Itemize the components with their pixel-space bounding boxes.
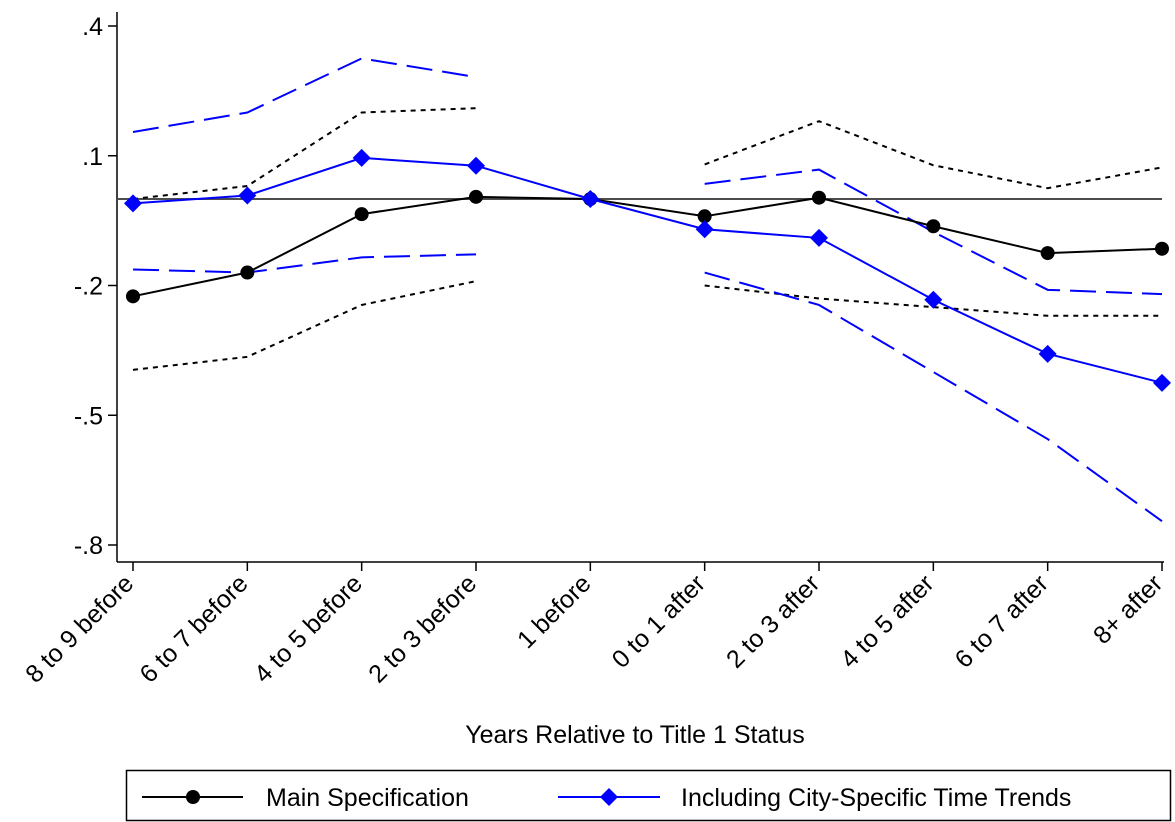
including-city-specific-time-trends-line	[132, 156, 1163, 384]
legend-item-main-specification: Main Specification	[142, 784, 469, 812]
legend: Main Specification Including City-Specif…	[125, 769, 1172, 822]
legend-label-main-specification: Main Specification	[266, 784, 469, 812]
y-tick-label: -.2	[74, 273, 103, 301]
main-specification-point	[240, 265, 255, 280]
including-city-specific-time-trends-ci-lower-line	[704, 271, 1163, 523]
main-specification-line	[132, 195, 1163, 298]
y-tick-label: .4	[82, 13, 103, 41]
main-specification-ci-upper-line	[132, 107, 477, 200]
legend-box	[125, 769, 1172, 822]
including-city-specific-time-trends-point	[581, 190, 600, 208]
y-tick-label: -.5	[74, 402, 103, 430]
including-city-specific-time-trends-point	[695, 220, 714, 239]
including-city-specific-time-trends-point	[1153, 373, 1171, 392]
y-tick-label: .1	[82, 143, 103, 171]
including-city-specific-time-trends-ci-upper-line	[704, 168, 1163, 296]
legend-marker-city-specific-trends	[600, 788, 618, 806]
x-axis-title: Years Relative to Title 1 Status	[465, 721, 805, 749]
main-specification-ci-lower-line	[704, 284, 1162, 317]
including-city-specific-time-trends-point	[467, 156, 485, 175]
including-city-specific-time-trends-point	[810, 228, 828, 247]
y-tick-label: -.8	[74, 532, 103, 560]
legend-marker-main-specification	[186, 790, 200, 804]
including-city-specific-time-trends-point	[1038, 344, 1057, 363]
including-city-specific-time-trends-ci-lower-line	[132, 253, 477, 274]
including-city-specific-time-trends-point	[238, 186, 257, 205]
main-specification-ci-upper-line	[704, 120, 1163, 190]
including-city-specific-time-trends-point	[924, 290, 943, 309]
including-city-specific-time-trends-point	[352, 148, 371, 167]
main-specification-point	[354, 207, 369, 222]
legend-label-city-specific-trends: Including City-Specific Time Trends	[681, 784, 1071, 812]
main-specification-point	[812, 190, 826, 205]
legend-item-city-specific-trends: Including City-Specific Time Trends	[558, 784, 1071, 812]
including-city-specific-time-trends-point	[124, 194, 142, 213]
main-specification-point	[697, 209, 712, 224]
including-city-specific-time-trends-ci-upper-line	[132, 57, 477, 133]
main-specification-point	[1040, 246, 1055, 261]
main-specification-point	[469, 189, 483, 204]
main-specification-point	[1155, 241, 1169, 256]
main-specification-point	[126, 289, 140, 304]
main-specification-point	[926, 219, 941, 234]
